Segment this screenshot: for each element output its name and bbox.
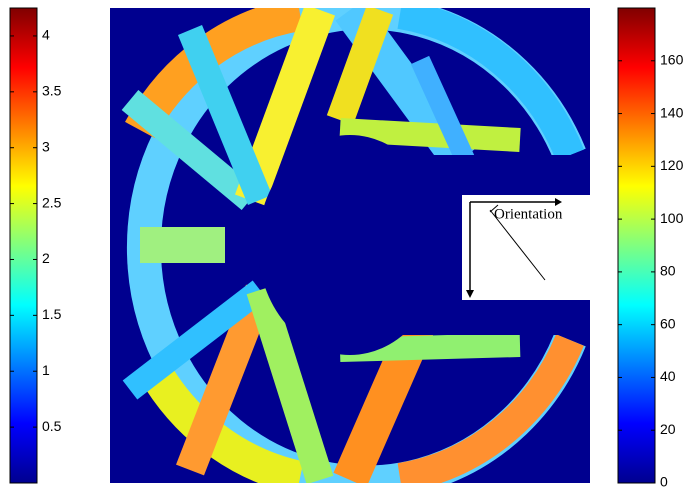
tick-label: 140 xyxy=(660,104,684,120)
orientation-field: Orientation xyxy=(110,8,590,483)
annotation-box xyxy=(462,195,590,300)
strut xyxy=(176,284,274,476)
tick-label: 80 xyxy=(660,263,676,279)
strut xyxy=(177,25,273,205)
tick-label: 1.5 xyxy=(42,306,62,322)
ring-segment xyxy=(397,8,584,161)
ring-segment xyxy=(145,370,304,483)
tick-label: 0.5 xyxy=(42,418,62,434)
tick-label: 2.5 xyxy=(42,194,62,210)
right-colorbar xyxy=(617,7,656,484)
tick-label: 0 xyxy=(660,474,668,489)
tick-label: 3 xyxy=(42,138,50,154)
tick-label: 40 xyxy=(660,368,676,384)
strut xyxy=(234,8,336,206)
tick-label: 3.5 xyxy=(42,83,62,99)
tick-label: 60 xyxy=(660,315,676,331)
strut xyxy=(339,118,521,152)
tick-label: 120 xyxy=(660,157,684,173)
ring-segment xyxy=(397,334,584,483)
tick-label: 2 xyxy=(42,250,50,266)
strut xyxy=(326,8,394,125)
tick-label: 160 xyxy=(660,51,684,67)
arrow-head xyxy=(555,198,562,206)
left-colorbar xyxy=(9,7,38,484)
strut xyxy=(121,90,259,210)
strut xyxy=(122,280,268,400)
tick-label: 1 xyxy=(42,362,50,378)
annotation-label: Orientation xyxy=(494,206,563,222)
strut xyxy=(410,55,480,175)
strut xyxy=(246,285,334,483)
arrow xyxy=(489,209,546,281)
angle-arc xyxy=(489,204,499,213)
arrow-head xyxy=(466,290,474,298)
tick-label: 4 xyxy=(42,27,50,43)
tick-label: 100 xyxy=(660,210,684,226)
tick-label: 20 xyxy=(660,421,676,437)
